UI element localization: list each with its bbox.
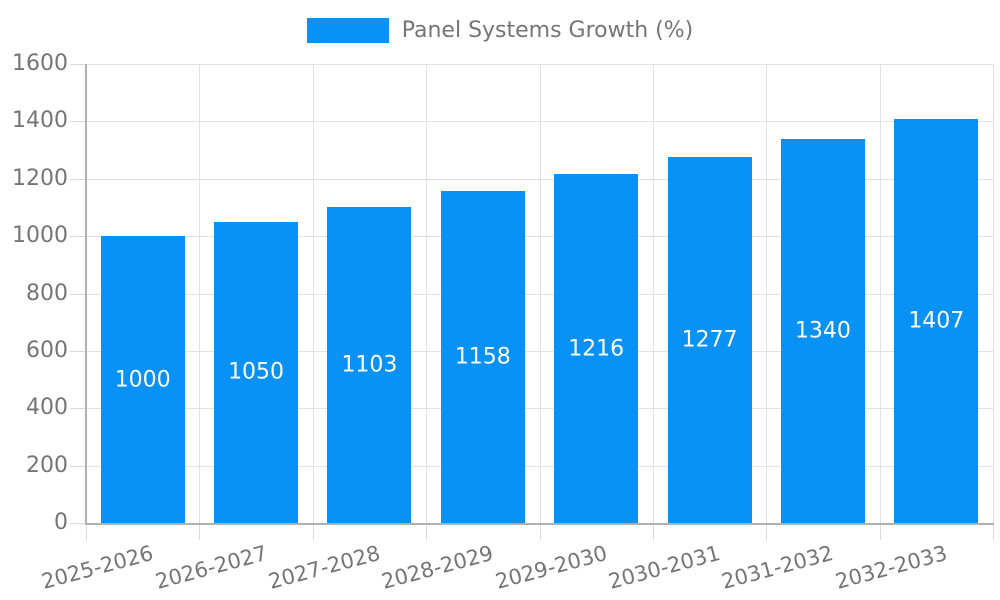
bar[interactable] <box>214 221 299 523</box>
y-axis-tick <box>70 350 86 352</box>
y-axis-tick-label: 600 <box>26 337 68 363</box>
bar[interactable] <box>554 174 639 523</box>
y-axis-line <box>85 64 87 525</box>
y-axis-tick <box>70 465 86 467</box>
x-gridline <box>766 64 768 523</box>
x-axis-tick-label: 2032-2033 <box>832 541 950 594</box>
x-axis-tick <box>879 524 881 540</box>
legend-label: Panel Systems Growth (%) <box>401 18 694 43</box>
bar[interactable] <box>667 156 752 523</box>
x-axis-tick <box>993 524 994 540</box>
y-axis-tick-label: 1000 <box>12 223 68 249</box>
x-axis-tick-label: 2030-2031 <box>605 541 723 594</box>
bar-value-label: 1216 <box>568 336 625 362</box>
x-axis-tick <box>426 524 428 540</box>
y-axis-tick <box>70 121 86 123</box>
legend-swatch <box>306 18 389 43</box>
y-axis-tick-label: 200 <box>26 452 68 478</box>
x-axis-tick-label: 2029-2030 <box>492 541 610 594</box>
y-axis-tick <box>70 523 86 524</box>
y-axis-tick-label: 1200 <box>12 165 68 191</box>
bar-value-label: 1103 <box>341 352 398 378</box>
bar-value-label: 1050 <box>228 359 285 385</box>
x-axis-tick-label: 2031-2032 <box>719 541 837 594</box>
y-axis-tick-label: 1600 <box>12 51 68 76</box>
x-gridline <box>539 64 541 523</box>
bar-value-label: 1158 <box>454 344 511 370</box>
bar-value-label: 1277 <box>681 327 738 353</box>
y-axis-tick <box>70 178 86 180</box>
x-axis-tick <box>766 524 768 540</box>
x-gridline <box>879 64 881 523</box>
x-axis-tick <box>652 524 654 540</box>
legend-item[interactable]: Panel Systems Growth (%) <box>306 18 694 43</box>
bar-value-label: 1407 <box>908 308 965 334</box>
bar[interactable] <box>100 236 185 523</box>
x-gridline <box>652 64 654 523</box>
bar[interactable] <box>780 138 865 523</box>
x-axis-tick <box>312 524 314 540</box>
x-axis-tick-label: 2027-2028 <box>265 541 383 594</box>
x-gridline <box>426 64 428 523</box>
x-axis-tick-label: 2025-2026 <box>39 541 156 594</box>
y-axis-tick-label: 800 <box>26 280 68 306</box>
x-axis-line <box>85 523 994 525</box>
y-axis-tick-label: 0 <box>54 510 68 535</box>
chart-legend: Panel Systems Growth (%) <box>0 18 1000 43</box>
x-axis-tick-label: 2028-2029 <box>379 541 497 594</box>
y-axis-tick <box>70 408 86 410</box>
bar-value-label: 1000 <box>114 367 171 393</box>
x-axis-tick <box>199 524 201 540</box>
plot-area <box>86 64 994 523</box>
bar[interactable] <box>440 190 525 523</box>
bar[interactable] <box>894 119 979 523</box>
y-axis-tick-label: 1400 <box>12 108 68 134</box>
bar[interactable] <box>327 206 412 523</box>
x-axis-tick <box>86 524 87 540</box>
y-axis-tick-label: 400 <box>26 395 68 421</box>
y-axis-tick <box>70 293 86 295</box>
bar-value-label: 1340 <box>794 318 851 344</box>
y-axis-tick <box>70 236 86 238</box>
x-axis-tick <box>539 524 541 540</box>
x-axis-tick-label: 2026-2027 <box>152 541 270 594</box>
x-gridline <box>312 64 314 523</box>
x-gridline <box>993 64 994 523</box>
y-axis-tick <box>70 64 86 65</box>
x-gridline <box>199 64 201 523</box>
